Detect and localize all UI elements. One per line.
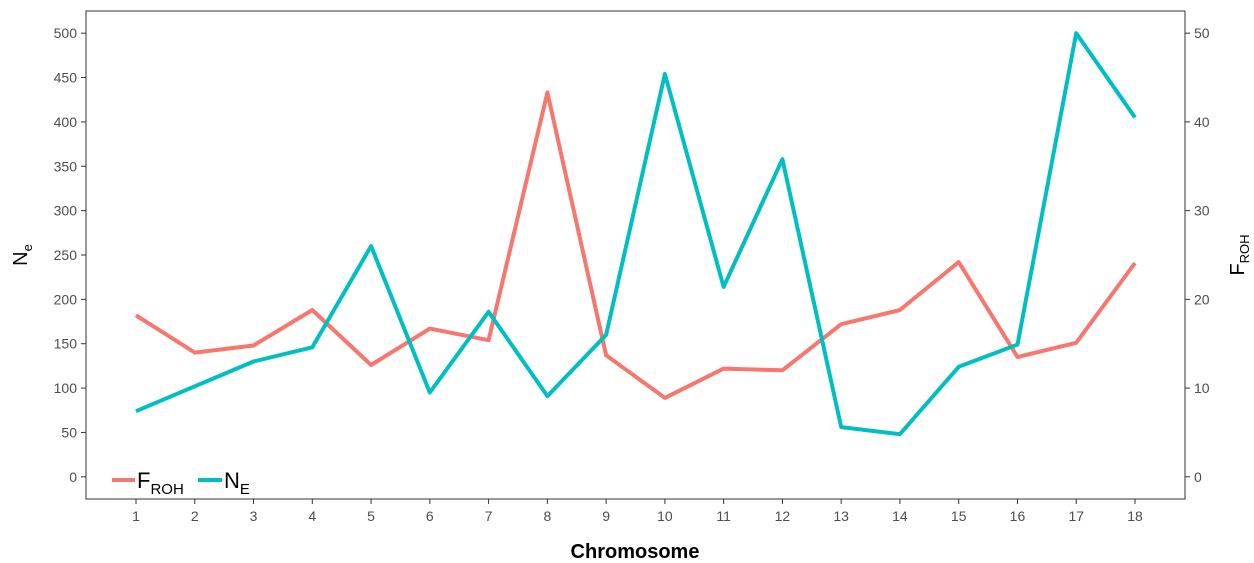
x-tick-label: 7: [485, 508, 493, 524]
legend: FROH NE: [112, 468, 250, 498]
x-tick-label: 8: [543, 508, 551, 524]
y2-tick-label: 50: [1194, 25, 1210, 41]
legend-label-froh: FROH: [137, 468, 184, 498]
y-tick-label: 50: [61, 424, 77, 440]
x-tick-label: 14: [892, 508, 908, 524]
x-tick-label: 15: [951, 508, 967, 524]
y-tick-label: 350: [54, 158, 78, 174]
y-tick-label: 200: [54, 291, 78, 307]
x-tick-label: 18: [1127, 508, 1143, 524]
y-tick-label: 400: [54, 114, 78, 130]
x-tick-label: 3: [250, 508, 258, 524]
y-tick-label: 0: [69, 469, 77, 485]
x-tick-label: 12: [775, 508, 791, 524]
y2-axis-title: FROH: [1227, 234, 1252, 275]
right-y-axis: 0 10 20 30 40 50: [1185, 25, 1210, 485]
x-tick-label: 2: [191, 508, 199, 524]
y-tick-label: 100: [54, 380, 78, 396]
x-tick-label: 16: [1010, 508, 1026, 524]
y-tick-label: 450: [54, 70, 78, 86]
y-axis-title: Ne: [10, 244, 35, 266]
x-tick-label: 10: [657, 508, 673, 524]
x-tick-label: 5: [367, 508, 375, 524]
y-tick-label: 250: [54, 247, 78, 263]
x-tick-label: 9: [602, 508, 610, 524]
x-tick-label: 17: [1068, 508, 1084, 524]
x-tick-label: 6: [426, 508, 434, 524]
series-line-froh: [134, 90, 1137, 400]
x-tick-label: 4: [308, 508, 316, 524]
legend-label-ne: NE: [224, 468, 250, 498]
left-y-axis: 0 50 100 150 200 250 300 350 400 450 500: [54, 25, 86, 485]
x-tick-label: 1: [132, 508, 140, 524]
y2-tick-label: 10: [1194, 380, 1210, 396]
y2-tick-label: 0: [1194, 469, 1202, 485]
x-axis: 1 2 3 4 5 6 7 8 9 10 11 12 13 14 15 16 17 18: [132, 499, 1143, 524]
y-tick-label: 500: [54, 25, 78, 41]
series-lines: [134, 31, 1137, 437]
plot-panel: [85, 10, 1186, 500]
series-line-ne: [135, 31, 1137, 437]
y-tick-label: 300: [54, 203, 78, 219]
x-axis-title: Chromosome: [571, 541, 700, 563]
x-tick-label: 13: [833, 508, 849, 524]
y2-tick-label: 20: [1194, 291, 1210, 307]
y-tick-label: 150: [54, 336, 78, 352]
y2-tick-label: 30: [1194, 203, 1210, 219]
x-tick-label: 11: [716, 508, 731, 524]
y2-tick-label: 40: [1194, 114, 1210, 130]
